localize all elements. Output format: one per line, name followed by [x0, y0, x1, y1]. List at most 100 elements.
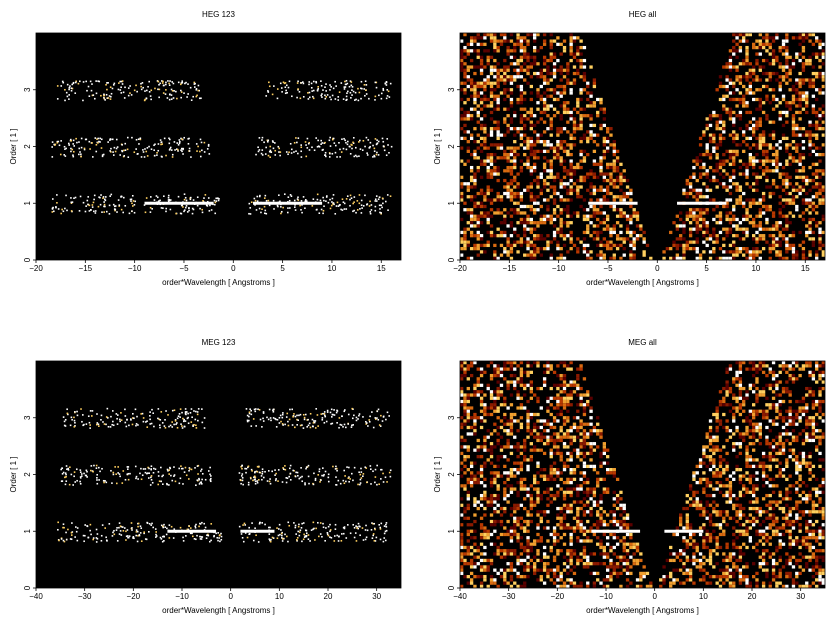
heatmap-cell — [496, 68, 500, 72]
count-point — [93, 194, 96, 197]
heatmap-cell — [579, 39, 583, 43]
heatmap-cell — [460, 555, 464, 559]
heatmap-cell — [549, 240, 553, 244]
count-point — [52, 206, 54, 209]
count-point — [324, 86, 326, 88]
count-point — [85, 205, 87, 207]
heatmap-cell — [556, 256, 560, 260]
count-point — [160, 466, 162, 469]
heatmap-cell — [795, 104, 799, 108]
heatmap-cell — [476, 377, 480, 381]
heatmap-cell — [735, 201, 739, 205]
heatmap-cell — [499, 230, 504, 235]
heatmap-cell — [582, 65, 587, 69]
heatmap-cell — [695, 217, 699, 222]
heatmap-cell — [781, 45, 786, 50]
heatmap-cell — [775, 104, 779, 108]
heatmap-cell — [788, 201, 792, 205]
heatmap-cell — [771, 146, 776, 150]
heatmap-cell — [469, 474, 474, 478]
heatmap-cell — [695, 247, 699, 251]
heatmap-cell — [596, 198, 600, 202]
heatmap-cell — [476, 204, 480, 209]
count-point — [169, 146, 172, 149]
count-point — [386, 95, 389, 97]
count-point — [381, 137, 384, 140]
heatmap-cell — [582, 250, 587, 254]
count-point — [311, 425, 314, 428]
count-point — [248, 202, 251, 205]
heatmap-cell — [476, 42, 480, 46]
count-point — [343, 527, 346, 530]
count-point — [390, 145, 393, 148]
heatmap-cell — [801, 169, 806, 173]
heatmap-cell — [602, 123, 606, 128]
heatmap-cell — [735, 33, 739, 37]
heatmap-cell — [476, 390, 480, 394]
heatmap-cell — [708, 156, 713, 160]
heatmap-cell — [489, 152, 494, 157]
x-tick-label: −30 — [78, 592, 92, 601]
heatmap-cell — [738, 195, 743, 199]
heatmap-cell — [688, 247, 693, 251]
count-point — [56, 202, 58, 204]
heatmap-cell — [529, 217, 533, 222]
heatmap-cell — [798, 71, 802, 76]
count-point — [95, 528, 98, 531]
heatmap-cell — [705, 152, 709, 157]
heatmap-cell — [752, 133, 756, 137]
count-point — [181, 425, 183, 427]
heatmap-cell — [738, 39, 743, 43]
heatmap-cell — [695, 188, 699, 192]
heatmap-cell — [778, 117, 782, 121]
heatmap-cell — [473, 474, 477, 478]
count-point — [157, 483, 160, 486]
heatmap-cell — [536, 136, 540, 141]
heatmap-cell — [556, 149, 560, 153]
count-point — [186, 211, 189, 213]
heatmap-cell — [463, 234, 467, 238]
heatmap-cell — [536, 221, 540, 225]
count-point — [361, 87, 363, 90]
count-point — [180, 82, 183, 84]
count-point — [381, 420, 384, 422]
heatmap-cell — [801, 188, 806, 192]
count-point — [144, 471, 147, 474]
heatmap-cell — [509, 127, 514, 131]
heatmap-cell — [742, 201, 746, 205]
count-point — [349, 91, 352, 94]
heatmap-cell — [526, 204, 530, 209]
heatmap-cell — [705, 237, 709, 241]
heatmap-cell — [523, 36, 527, 40]
heatmap-cell — [509, 55, 514, 59]
heatmap-cell — [516, 84, 520, 89]
heatmap-cell — [698, 217, 703, 222]
heatmap-cell — [788, 211, 792, 215]
count-point — [365, 423, 367, 425]
heatmap-cell — [529, 149, 533, 153]
heatmap-cell — [513, 152, 517, 157]
count-point — [147, 466, 149, 469]
count-point — [271, 470, 273, 473]
heatmap-cell — [556, 97, 560, 102]
heatmap-cell — [761, 101, 766, 105]
heatmap-cell — [665, 247, 670, 251]
heatmap-cell — [559, 221, 563, 225]
heatmap-cell — [463, 552, 467, 556]
heatmap-cell — [549, 88, 553, 92]
count-point — [240, 465, 242, 468]
heatmap-cell — [732, 152, 736, 157]
count-point — [195, 143, 198, 145]
count-point — [360, 212, 363, 214]
heatmap-cell — [745, 211, 749, 215]
heatmap-cell — [765, 204, 769, 209]
count-point — [354, 91, 357, 94]
count-point — [345, 79, 348, 82]
count-point — [94, 210, 97, 212]
heatmap-cell — [761, 65, 766, 69]
heatmap-cell — [576, 178, 580, 183]
order-1-streak — [167, 529, 217, 533]
heatmap-cell — [735, 97, 739, 102]
count-point — [343, 208, 346, 210]
heatmap-cell — [785, 101, 789, 105]
